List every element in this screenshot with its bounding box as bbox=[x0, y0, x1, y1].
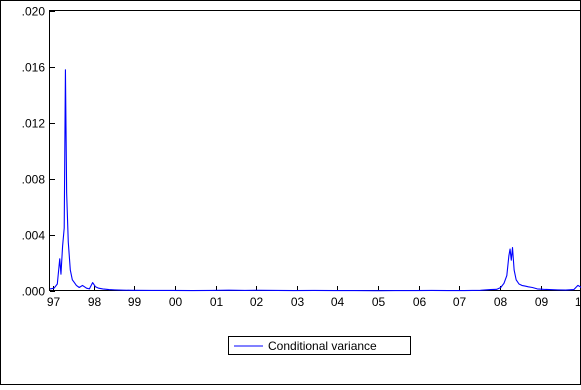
x-tick-label: 08 bbox=[494, 295, 508, 309]
y-tick-label: .020 bbox=[22, 5, 46, 19]
x-tick-label: 99 bbox=[128, 295, 142, 309]
y-tick-label: .004 bbox=[22, 229, 46, 243]
legend-label: Conditional variance bbox=[268, 339, 377, 353]
x-tick-label: 01 bbox=[210, 295, 224, 309]
x-tick-label: 09 bbox=[535, 295, 549, 309]
x-tick-label: 03 bbox=[291, 295, 305, 309]
x-tick-label: 02 bbox=[250, 295, 264, 309]
x-tick-label: 07 bbox=[453, 295, 467, 309]
x-tick-label: 06 bbox=[413, 295, 427, 309]
x-tick-label: 97 bbox=[47, 295, 61, 309]
x-tick-label: 10 bbox=[575, 295, 581, 309]
x-tick-label: 05 bbox=[372, 295, 386, 309]
legend: Conditional variance bbox=[229, 337, 411, 355]
x-tick-label: 98 bbox=[88, 295, 102, 309]
y-tick-label: .008 bbox=[22, 173, 46, 187]
y-tick-label: .000 bbox=[22, 285, 46, 299]
x-tick-label: 00 bbox=[169, 295, 183, 309]
y-tick-label: .012 bbox=[22, 117, 46, 131]
y-tick-label: .016 bbox=[22, 61, 46, 75]
x-tick-label: 04 bbox=[331, 295, 345, 309]
